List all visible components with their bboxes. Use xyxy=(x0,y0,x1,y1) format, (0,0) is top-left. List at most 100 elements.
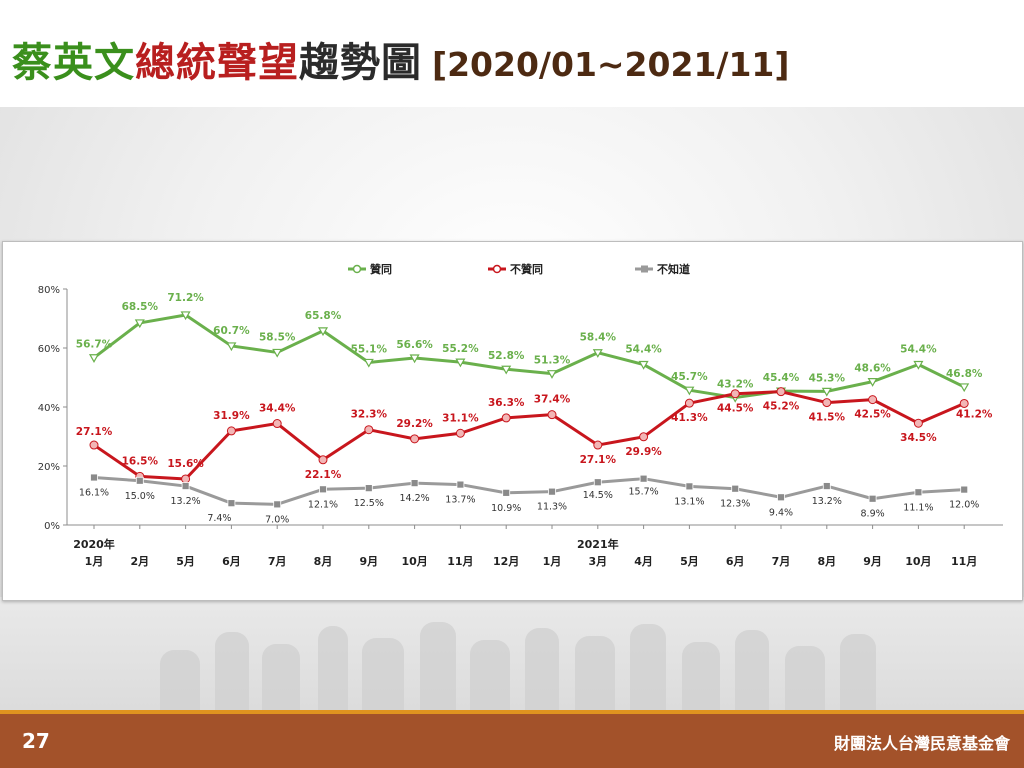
data-label: 12.0% xyxy=(949,500,979,511)
data-label: 11.1% xyxy=(903,502,933,513)
data-label: 7.0% xyxy=(265,514,289,525)
data-point-approve xyxy=(134,319,145,329)
x-tick-label: 6月 xyxy=(222,555,241,568)
data-point-approve xyxy=(546,370,558,379)
data-label: 56.7% xyxy=(76,339,113,351)
y-tick-label: 0% xyxy=(44,521,60,532)
x-tick-label: 1月 xyxy=(543,555,562,568)
x-tick-label: 6月 xyxy=(726,555,745,568)
data-point-approve xyxy=(363,358,374,368)
data-point-disapprove xyxy=(410,434,420,444)
x-tick-label: 9月 xyxy=(863,555,882,568)
data-point-unknown xyxy=(456,480,465,489)
x-tick-label: 2月 xyxy=(130,555,149,568)
legend-swatch-marker xyxy=(492,264,502,274)
data-label: 68.5% xyxy=(122,301,159,313)
data-label: 48.6% xyxy=(854,363,891,375)
footer-bar: 27 財團法人台灣民意基金會 xyxy=(0,714,1024,768)
x-tick-label: 1月 xyxy=(85,555,104,568)
data-point-disapprove xyxy=(318,455,328,465)
series-line-1 xyxy=(93,313,965,400)
data-point-disapprove xyxy=(868,395,878,405)
data-label: 15.6% xyxy=(167,458,204,470)
data-label: 36.3% xyxy=(488,397,525,409)
data-point-disapprove xyxy=(455,428,465,438)
data-point-approve xyxy=(455,358,466,368)
data-label: 14.2% xyxy=(400,493,430,504)
x-tick-label: 12月 xyxy=(493,555,519,568)
title-date-range: [2020/01~2021/11] xyxy=(432,45,790,84)
data-point-disapprove xyxy=(776,387,786,397)
data-point-unknown xyxy=(548,487,556,496)
data-point-disapprove xyxy=(730,389,740,399)
data-point-unknown xyxy=(364,484,373,493)
data-point-disapprove xyxy=(593,440,603,450)
data-label: 15.7% xyxy=(629,487,659,498)
data-point-disapprove xyxy=(501,413,511,423)
legend-swatch-marker xyxy=(352,264,362,274)
data-point-disapprove xyxy=(547,410,557,420)
data-label: 11.3% xyxy=(537,502,567,513)
legend-label: 不贊同 xyxy=(510,262,543,276)
data-point-disapprove xyxy=(684,398,694,408)
data-label: 31.9% xyxy=(213,410,250,422)
data-label: 29.9% xyxy=(625,446,662,458)
x-tick-label: 7月 xyxy=(772,555,791,568)
data-point-unknown xyxy=(181,482,190,490)
data-point-approve xyxy=(88,354,100,363)
y-tick-label: 60% xyxy=(38,344,60,355)
x-tick-label: 7月 xyxy=(268,555,287,568)
data-label: 55.2% xyxy=(442,343,479,355)
data-label: 45.4% xyxy=(763,372,800,384)
data-point-approve xyxy=(592,349,603,358)
data-point-disapprove xyxy=(639,432,649,442)
crowd-silhouette xyxy=(0,597,1024,710)
data-point-approve xyxy=(180,311,191,321)
data-point-approve xyxy=(272,348,283,358)
data-label: 41.3% xyxy=(671,412,708,424)
data-label: 71.2% xyxy=(167,292,204,304)
data-label: 13.2% xyxy=(171,496,201,507)
data-point-approve xyxy=(409,354,420,364)
y-tick-label: 40% xyxy=(38,403,60,414)
approval-trend-chart: 0% 20% 40% 60% 80% 1月 2月 5月 6月 7月 8月 9月 10月 11月 12月 1月 3… xyxy=(38,262,1003,568)
y-tick-label: 20% xyxy=(38,462,60,473)
data-point-disapprove xyxy=(959,398,969,408)
data-point-approve xyxy=(913,360,924,370)
data-point-unknown xyxy=(960,485,969,494)
page-title: 蔡英文總統聲望趨勢圖 [2020/01~2021/11] xyxy=(12,30,789,88)
data-point-approve xyxy=(317,327,329,337)
data-point-disapprove xyxy=(226,426,236,436)
title-part-trend: 趨勢圖 xyxy=(299,40,422,86)
x-tick-label: 9月 xyxy=(359,555,378,568)
data-label: 56.6% xyxy=(396,339,433,351)
data-point-approve xyxy=(821,387,832,397)
data-point-unknown xyxy=(319,485,327,494)
data-label: 55.1% xyxy=(351,343,388,355)
data-label: 58.4% xyxy=(580,332,617,344)
data-label: 41.5% xyxy=(809,412,846,424)
data-point-unknown xyxy=(273,500,282,509)
data-point-approve xyxy=(684,386,695,396)
data-label: 42.5% xyxy=(854,409,891,421)
data-label: 41.2% xyxy=(956,408,993,420)
x-tick-label: 5月 xyxy=(176,555,195,568)
data-label: 45.7% xyxy=(671,371,708,383)
title-part-name: 蔡英文 xyxy=(12,40,135,86)
data-label: 12.3% xyxy=(720,499,750,510)
data-label: 13.1% xyxy=(674,496,704,507)
data-label: 15.0% xyxy=(125,491,155,502)
data-point-approve xyxy=(867,378,878,387)
legend-label: 贊同 xyxy=(370,262,392,276)
data-point-unknown xyxy=(593,478,602,487)
data-point-disapprove xyxy=(272,419,282,429)
data-point-disapprove xyxy=(913,418,923,428)
x-tick-label: 8月 xyxy=(817,555,836,568)
x-tick-label: 11月 xyxy=(951,555,977,568)
data-label: 44.5% xyxy=(717,403,754,415)
data-point-unknown xyxy=(639,474,648,483)
chart-panel: 0% 20% 40% 60% 80% 1月 2月 5月 6月 7月 8月 9月 10月 11月 12月 1月 3… xyxy=(2,241,1023,601)
data-point-approve xyxy=(638,360,649,370)
title-part-approval: 總統聲望 xyxy=(135,40,299,86)
x-tick-label: 3月 xyxy=(588,555,607,568)
